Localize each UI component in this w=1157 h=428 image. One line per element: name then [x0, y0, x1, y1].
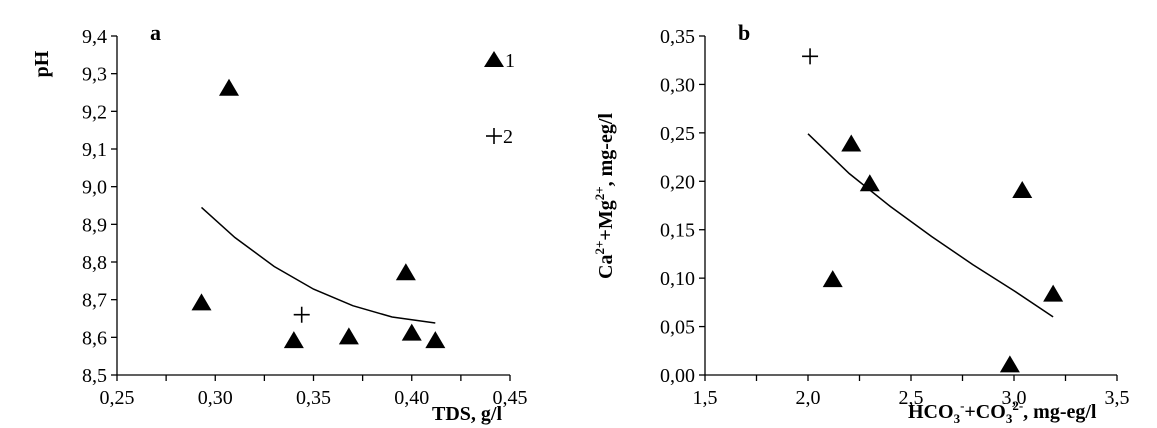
y-tick-label: 0,15 — [660, 220, 695, 242]
data-point-triangle — [1012, 180, 1033, 198]
panel-a-x-axis-title: TDS, g/l — [432, 403, 502, 425]
x-tick-label: 0,40 — [394, 387, 429, 409]
data-point-triangle — [425, 331, 446, 349]
panel-b: b Ca2++Mg2+, mg-eg/l HCO3-+CO32-, mg-eg/… — [592, 20, 1130, 426]
y-tick-label: 0,00 — [660, 365, 695, 387]
panel-a: a pH TDS, g/l 8,5 8,6 8,7 8,8 8,9 9,0 9,1 9,2 9,… — [31, 20, 528, 425]
legend-triangle-marker — [484, 51, 504, 67]
panel-b-axes — [699, 35, 1118, 381]
panel-a-letter: a — [150, 20, 161, 45]
y-tick-label: 0,35 — [660, 26, 695, 48]
y-tick-label: 9,2 — [82, 101, 107, 123]
panel-a-y-tick-labels: 8,5 8,6 8,7 8,8 8,9 9,0 9,1 9,2 9,3 9,4 — [82, 26, 107, 387]
panel-b-letter: b — [738, 20, 750, 45]
panel-a-x-tick-labels: 0,25 0,30 0,35 0,40 0,45 — [100, 387, 528, 409]
data-point-triangle — [401, 323, 422, 341]
x-tick-label: 3,5 — [1105, 387, 1130, 409]
data-point-triangle — [841, 134, 862, 152]
legend-plus-marker — [486, 128, 502, 144]
panel-a-legend: 1 2 — [484, 50, 515, 148]
y-tick-label: 9,4 — [82, 26, 107, 48]
data-point-triangle — [999, 355, 1020, 373]
legend-label-2: 2 — [503, 126, 513, 148]
data-point-triangle — [283, 331, 304, 349]
y-tick-label: 8,9 — [82, 214, 107, 236]
data-point-triangle — [191, 293, 212, 311]
panel-b-points — [802, 48, 1064, 373]
panel-a-axes — [111, 35, 511, 381]
data-point-triangle — [859, 174, 880, 192]
trendline — [807, 133, 1054, 318]
data-point-triangle — [1043, 284, 1064, 302]
data-point-plus — [293, 306, 310, 323]
data-point-triangle — [395, 263, 416, 281]
panel-b-y-axis-title: Ca2++Mg2+, mg-eg/l — [592, 113, 617, 279]
x-tick-label: 0,30 — [198, 387, 233, 409]
panel-b-trendline-group — [807, 133, 1054, 318]
y-tick-label: 9,3 — [82, 64, 107, 86]
x-tick-label: 0,25 — [100, 387, 135, 409]
trendline — [200, 206, 436, 324]
x-tick-label: 0,35 — [296, 387, 331, 409]
panel-a-points — [191, 78, 446, 349]
y-tick-label: 8,5 — [82, 365, 107, 387]
x-tick-label: 1,5 — [693, 387, 718, 409]
y-tick-label: 8,6 — [82, 327, 107, 349]
y-tick-label: 0,05 — [660, 317, 695, 339]
data-point-plus — [802, 48, 819, 65]
panel-b-x-tick-labels: 1,5 2,0 2,5 3,0 3,5 — [693, 387, 1130, 409]
y-tick-label: 0,30 — [660, 74, 695, 96]
y-tick-label: 0,10 — [660, 268, 695, 290]
panel-b-y-tick-labels: 0,00 0,05 0,10 0,15 0,20 0,25 0,30 0,35 — [660, 26, 695, 387]
y-tick-label: 9,0 — [82, 177, 107, 199]
data-point-triangle — [219, 78, 240, 96]
legend-label-1: 1 — [505, 50, 515, 72]
x-tick-label: 3,0 — [1002, 387, 1027, 409]
y-tick-label: 8,8 — [82, 252, 107, 274]
x-tick-label: 2,0 — [796, 387, 821, 409]
y-tick-label: 0,25 — [660, 123, 695, 145]
panel-b-x-axis-title: HCO3-+CO32-, mg-eg/l — [908, 398, 1097, 426]
y-tick-label: 9,1 — [82, 139, 107, 161]
x-tick-label: 2,5 — [899, 387, 924, 409]
y-tick-label: 0,20 — [660, 171, 695, 193]
panel-a-y-axis-title: pH — [31, 50, 53, 77]
data-point-triangle — [822, 270, 843, 288]
y-tick-label: 8,7 — [82, 290, 107, 312]
data-point-triangle — [338, 327, 359, 345]
panel-a-trendline-group — [200, 206, 436, 324]
x-tick-label: 0,45 — [493, 387, 528, 409]
